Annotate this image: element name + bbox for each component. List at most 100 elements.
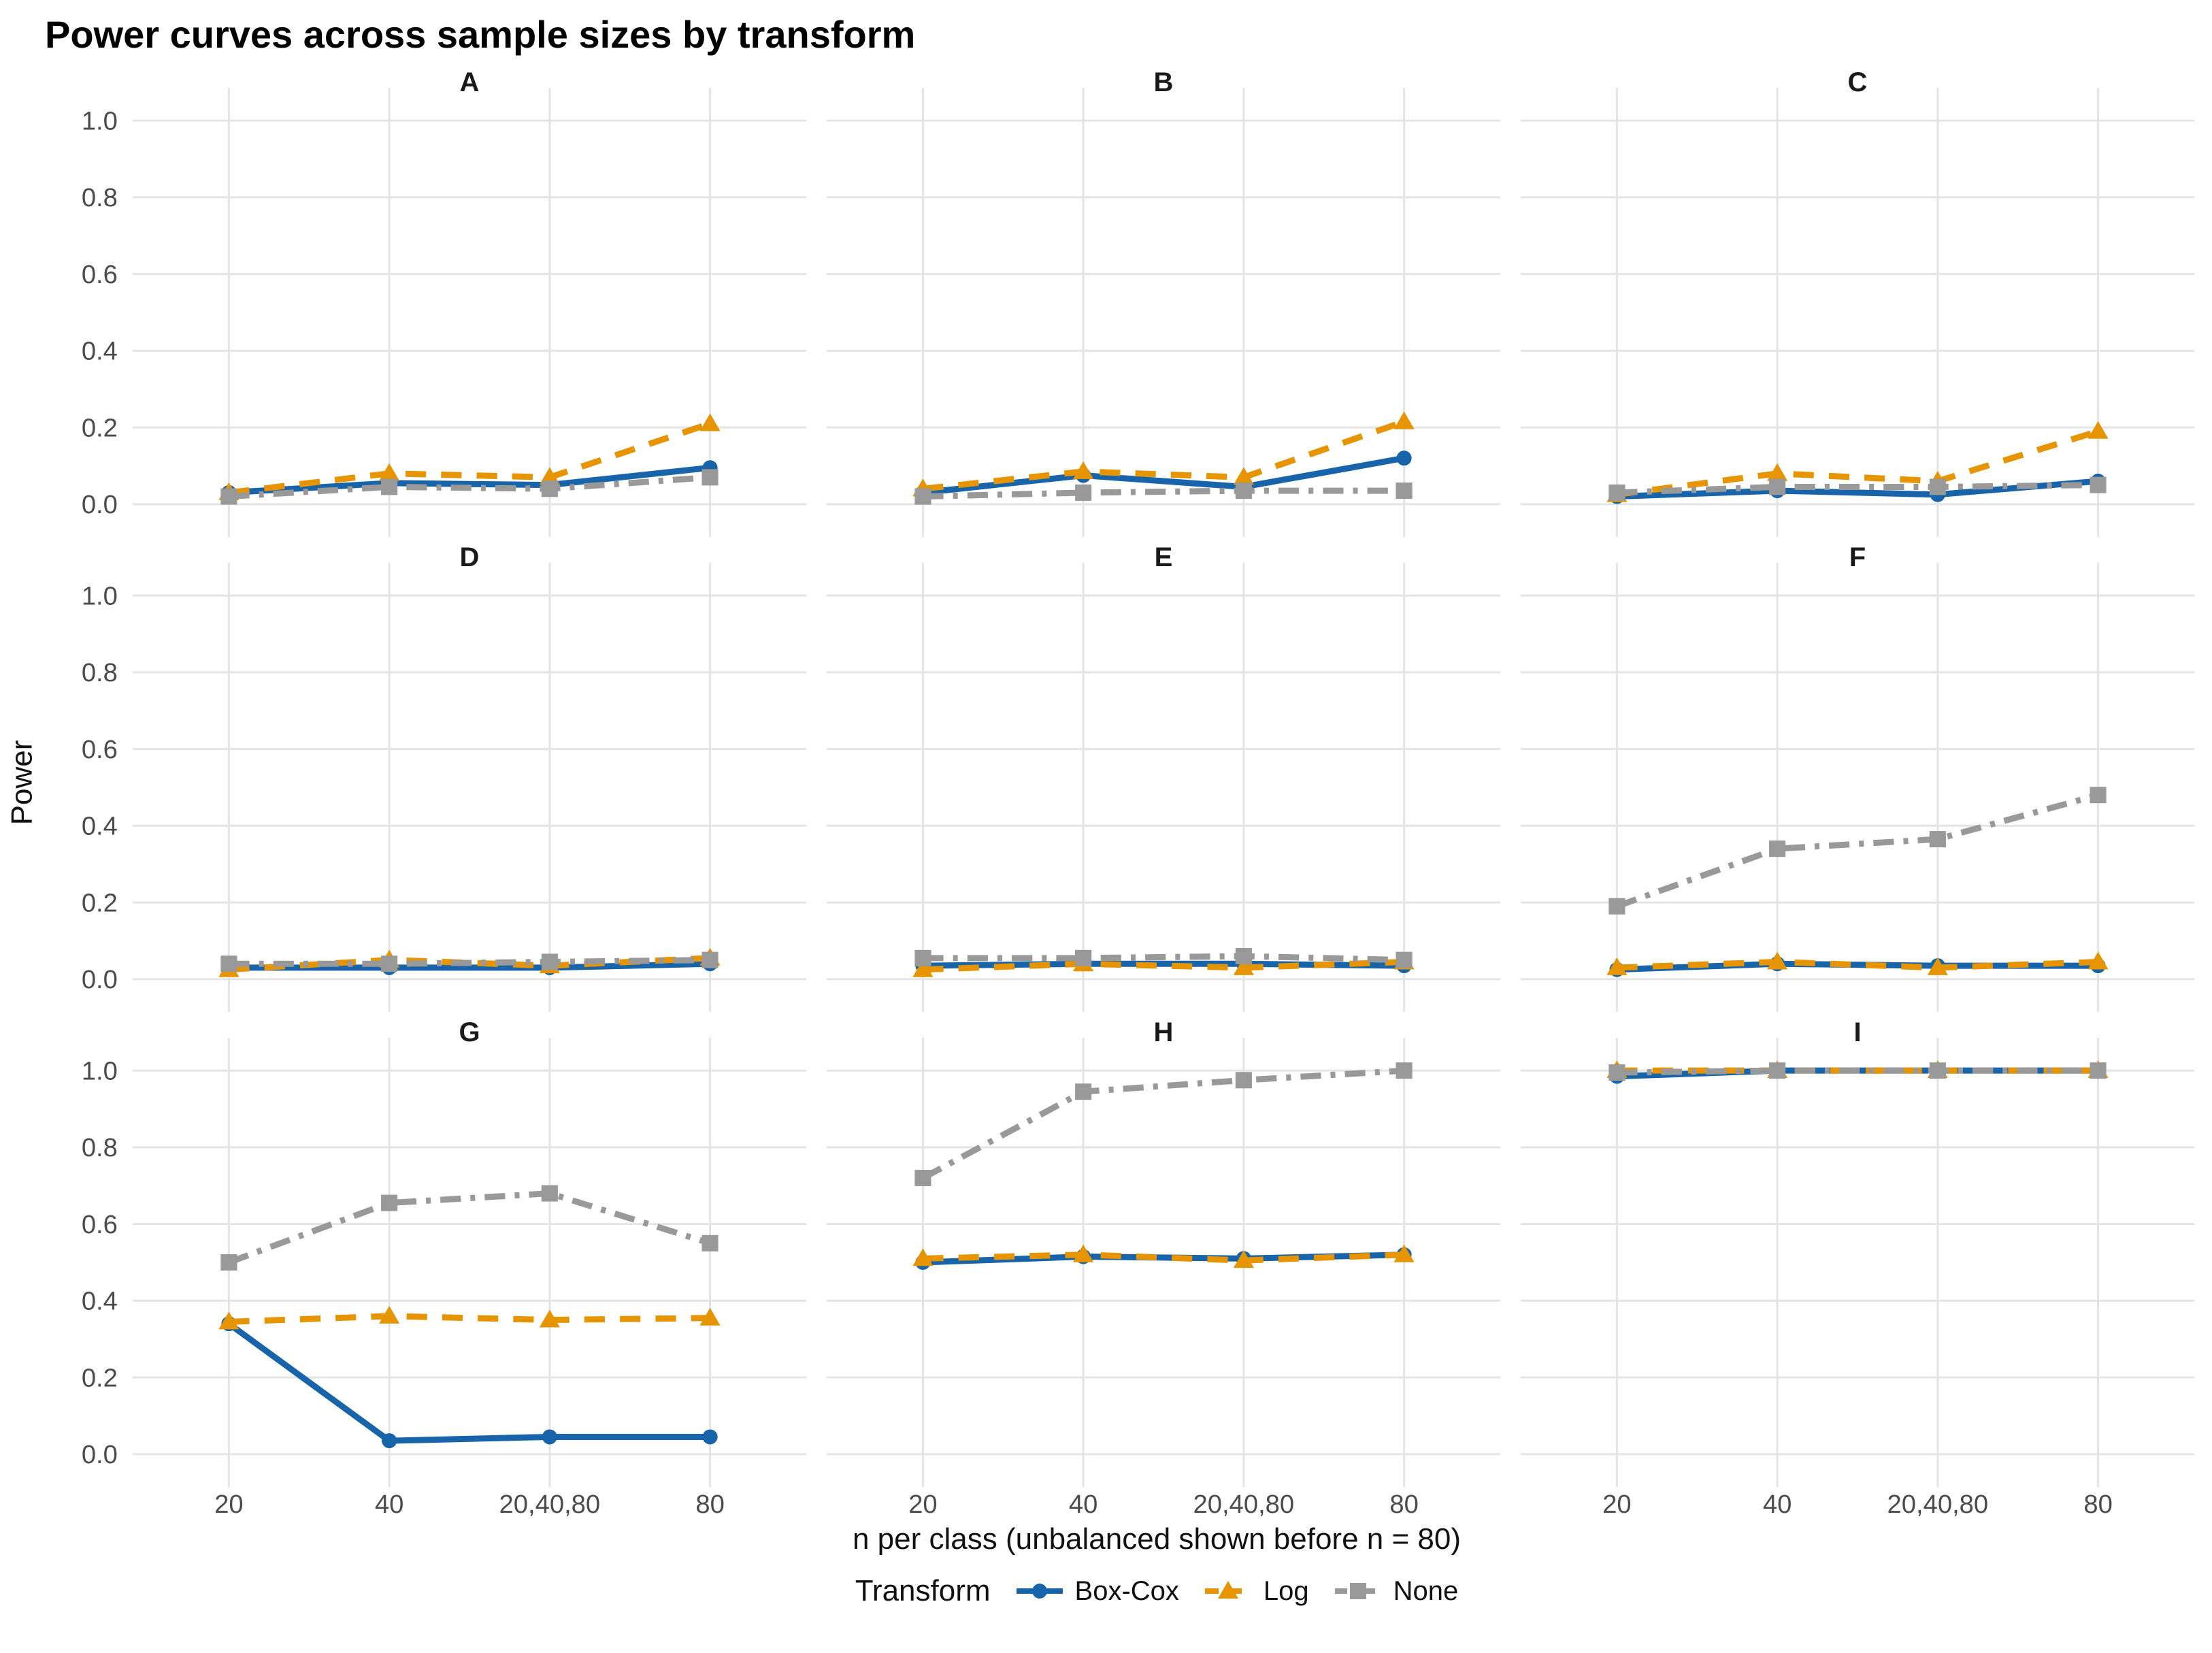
facet-panel-G: 1.0 0.8 0.6 0.4 0.2 0.0 20 40 20,40,80 80 bbox=[82, 1038, 806, 1519]
triangle-marker bbox=[699, 1307, 721, 1326]
x-tick-label: 20,40,80 bbox=[1887, 1490, 1989, 1519]
circle-marker bbox=[382, 1433, 397, 1449]
series-line-log bbox=[923, 958, 1404, 973]
facet-D: D 1.0 0.8 0.6 0.4 0.2 0.0 bbox=[20, 541, 806, 1012]
triangle-marker bbox=[2087, 951, 2109, 970]
x-tick-label: 20 bbox=[1602, 1490, 1631, 1519]
square-marker bbox=[701, 469, 719, 486]
square-marker bbox=[1929, 478, 1946, 495]
square-marker bbox=[1075, 484, 1092, 501]
y-tick-label: 0.4 bbox=[82, 1288, 118, 1316]
square-marker bbox=[1769, 840, 1786, 857]
square-marker bbox=[1075, 1083, 1092, 1100]
triangle-marker bbox=[379, 1305, 400, 1324]
y-tick-label: 0.2 bbox=[82, 1364, 118, 1392]
y-tick-label: 0.4 bbox=[82, 338, 118, 366]
legend: Transform Box-Cox Log None bbox=[133, 1574, 2181, 1608]
square-marker bbox=[2090, 476, 2107, 493]
x-tick-label: 40 bbox=[375, 1490, 403, 1519]
triangle-marker bbox=[539, 467, 560, 485]
x-tick-labels: 20 40 20,40,80 80 bbox=[214, 1490, 725, 1519]
series-line-log bbox=[1616, 428, 2099, 498]
series-markers-none bbox=[220, 951, 719, 972]
gridlines bbox=[827, 563, 1500, 1012]
y-tick-label: 0.8 bbox=[82, 184, 118, 212]
x-tick-label: 40 bbox=[1763, 1490, 1792, 1519]
series-line-log bbox=[922, 419, 1406, 492]
y-tick-label: 0.0 bbox=[82, 966, 118, 994]
y-tick-label: 1.0 bbox=[82, 108, 118, 136]
triangle-marker bbox=[1233, 957, 1254, 975]
y-tick-label: 0.6 bbox=[82, 1211, 118, 1239]
triangle-marker bbox=[1233, 1250, 1254, 1269]
facet-I: I 20 40 20,40,80 80 bbox=[1521, 1016, 2194, 1519]
square-marker bbox=[1235, 482, 1252, 500]
facet-strip-H: H bbox=[1153, 1017, 1174, 1047]
series-line-none bbox=[229, 474, 710, 500]
y-tick-label: 0.4 bbox=[82, 813, 118, 841]
facet-panel-H: 20 40 20,40,80 80 bbox=[827, 1038, 1500, 1519]
x-tick-label: 20,40,80 bbox=[1193, 1490, 1295, 1519]
facet-panel-I: 20 40 20,40,80 80 bbox=[1521, 1038, 2194, 1519]
series-line-none bbox=[921, 1067, 1404, 1181]
triangle-marker bbox=[1767, 951, 1788, 970]
legend-label: Log bbox=[1263, 1575, 1309, 1606]
x-tick-label: 20 bbox=[908, 1490, 937, 1519]
y-tick-label: 0.6 bbox=[82, 261, 118, 289]
x-axis-title: n per class (unbalanced shown before n =… bbox=[852, 1522, 1461, 1556]
facet-strip-I: I bbox=[1853, 1017, 1862, 1047]
legend-item-none: None bbox=[1332, 1576, 1458, 1607]
square-marker bbox=[914, 488, 931, 505]
y-tick-label: 0.0 bbox=[82, 491, 118, 519]
facet-strip-G: G bbox=[459, 1017, 480, 1047]
series-line-box-cox bbox=[227, 1321, 710, 1444]
square-marker bbox=[1929, 1062, 1946, 1079]
circle-marker bbox=[702, 1429, 718, 1445]
triangle-marker bbox=[218, 1311, 240, 1330]
facet-B: B bbox=[827, 66, 1500, 537]
series-markers-none bbox=[914, 482, 1413, 505]
triangle-marker bbox=[379, 463, 400, 481]
square-marker bbox=[220, 488, 237, 505]
series-markers-log bbox=[912, 1244, 1415, 1269]
x-tick-label: 80 bbox=[1389, 1490, 1418, 1519]
y-axis-title-text: Power bbox=[5, 740, 38, 825]
facet-panel-A: 1.0 0.8 0.6 0.4 0.2 0.0 bbox=[82, 88, 806, 537]
facet-panel-C bbox=[1521, 88, 2194, 537]
series-line-none bbox=[227, 1190, 711, 1266]
legend-key-triangle-icon bbox=[1204, 1581, 1251, 1599]
facet-strip-A: A bbox=[459, 67, 480, 97]
series-markers-none bbox=[1608, 476, 2107, 501]
square-marker bbox=[541, 953, 558, 970]
square-marker bbox=[701, 951, 719, 968]
circle-marker bbox=[542, 1429, 557, 1445]
series-markers-none bbox=[220, 469, 719, 505]
square-marker bbox=[1608, 484, 1625, 501]
square-marker bbox=[220, 955, 237, 972]
triangle-marker bbox=[1233, 467, 1254, 485]
square-marker bbox=[1608, 898, 1625, 915]
gridlines bbox=[827, 88, 1500, 537]
x-tick-label: 20,40,80 bbox=[499, 1490, 601, 1519]
facet-A: A 1.0 0.8 0.6 0.4 0.2 0.0 bbox=[20, 66, 806, 537]
triangle-marker bbox=[912, 959, 934, 977]
series-markers-none bbox=[914, 948, 1413, 968]
legend-key-circle-icon bbox=[1016, 1584, 1063, 1599]
series-line-box-cox bbox=[922, 455, 1405, 496]
series-line-log bbox=[1617, 958, 2098, 971]
triangle-marker bbox=[1767, 463, 1788, 481]
facet-H: H 20 40 20,40,80 80 bbox=[827, 1016, 1500, 1519]
legend-key-square-icon bbox=[1334, 1583, 1381, 1599]
square-marker bbox=[381, 1194, 398, 1211]
y-tick-label: 0.0 bbox=[82, 1441, 118, 1469]
y-tick-label: 0.8 bbox=[82, 659, 118, 687]
facet-E: E bbox=[827, 541, 1500, 1012]
legend-item-box-cox: Box-Cox bbox=[1014, 1576, 1179, 1607]
square-marker bbox=[381, 955, 398, 972]
square-marker bbox=[2090, 787, 2107, 804]
series-markers-none bbox=[220, 1185, 719, 1271]
facet-strip-B: B bbox=[1153, 67, 1174, 97]
triangle-marker bbox=[1393, 411, 1415, 429]
square-marker bbox=[914, 1170, 931, 1186]
